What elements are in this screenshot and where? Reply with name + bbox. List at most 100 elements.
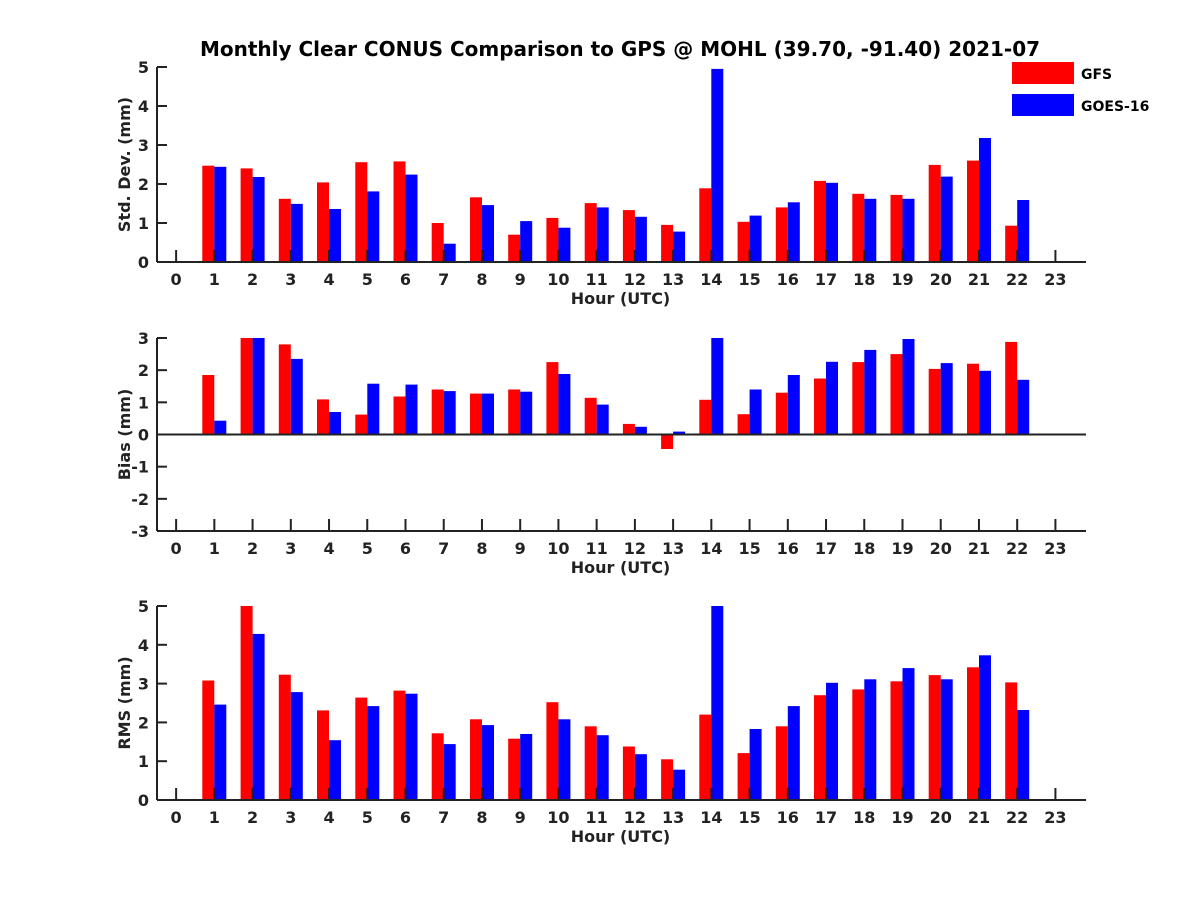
bar-goes16-hour-18 [864, 679, 877, 800]
y-tick-label: 3 [138, 136, 149, 155]
y-tick-label: 5 [138, 58, 149, 77]
bar-gfs-hour-12 [622, 746, 635, 800]
bar-goes16-hour-9 [520, 734, 533, 800]
y-tick-label: 1 [138, 752, 149, 771]
bar-gfs-hour-21 [967, 667, 979, 800]
x-tick-label: 17 [815, 270, 837, 289]
bar-gfs-hour-6 [393, 161, 406, 262]
bar-gfs-hour-5 [355, 162, 368, 262]
x-tick-label: 0 [171, 270, 182, 289]
bar-goes16-hour-13 [673, 231, 686, 262]
bar-gfs-hour-8 [470, 719, 482, 800]
x-tick-label: 23 [1044, 539, 1066, 558]
bar-goes16-hour-5 [367, 191, 380, 262]
y-tick-label: 3 [138, 675, 149, 694]
chart-title: Monthly Clear CONUS Comparison to GPS @ … [200, 37, 1040, 61]
bar-gfs-hour-5 [355, 697, 368, 800]
x-tick-label: 14 [700, 539, 722, 558]
bar-gfs-hour-20 [928, 164, 941, 262]
bar-goes16-hour-11 [596, 404, 609, 435]
bar-gfs-hour-7 [431, 223, 444, 262]
bar-goes16-hour-14 [711, 68, 724, 263]
x-tick-label: 1 [209, 270, 220, 289]
bar-gfs-hour-11 [584, 203, 597, 262]
bar-gfs-hour-3 [278, 344, 291, 435]
bar-goes16-hour-7 [443, 391, 456, 435]
bar-gfs-hour-16 [775, 726, 788, 800]
x-tick-label: 6 [400, 270, 411, 289]
bar-goes16-hour-8 [482, 393, 494, 435]
bar-goes16-hour-16 [787, 706, 800, 800]
y-tick-label: 3 [138, 329, 149, 348]
bar-goes16-hour-15 [749, 729, 762, 800]
y-tick-label: 1 [138, 393, 149, 412]
bar-gfs-hour-10 [546, 702, 559, 800]
x-tick-label: 18 [853, 808, 875, 827]
bar-goes16-hour-12 [634, 216, 647, 262]
bar-goes16-hour-7 [443, 243, 456, 262]
x-tick-label: 4 [323, 539, 334, 558]
bar-goes16-hour-2 [252, 177, 265, 262]
bar-goes16-hour-14 [711, 338, 724, 435]
x-tick-label: 11 [586, 539, 608, 558]
bar-gfs-hour-17 [814, 695, 826, 800]
x-tick-label: 19 [891, 539, 913, 558]
y-tick-label: 2 [138, 713, 149, 732]
bar-gfs-hour-15 [737, 221, 750, 262]
x-tick-label: 21 [968, 270, 990, 289]
bar-gfs-hour-21 [967, 160, 979, 262]
x-tick-label: 10 [547, 270, 569, 289]
bar-gfs-hour-5 [355, 414, 368, 435]
x-tick-label: 5 [362, 808, 373, 827]
bar-gfs-hour-21 [967, 363, 979, 435]
bar-gfs-hour-18 [852, 362, 865, 435]
x-tick-label: 13 [662, 270, 684, 289]
x-tick-label: 22 [1006, 539, 1028, 558]
x-tick-label: 4 [323, 270, 334, 289]
bar-gfs-hour-18 [852, 193, 865, 263]
bar-goes16-hour-6 [405, 174, 418, 262]
bar-goes16-hour-17 [826, 182, 838, 262]
bar-gfs-hour-4 [317, 710, 329, 800]
bar-goes16-hour-10 [558, 719, 571, 800]
bar-goes16-hour-5 [367, 383, 380, 435]
x-tick-label: 18 [853, 270, 875, 289]
x-tick-label: 8 [476, 539, 487, 558]
bar-goes16-hour-21 [979, 655, 991, 800]
bar-gfs-hour-17 [814, 180, 826, 262]
bar-goes16-hour-22 [1017, 200, 1030, 262]
x-tick-label: 23 [1044, 270, 1066, 289]
x-tick-label: 2 [247, 270, 258, 289]
bar-gfs-hour-17 [814, 378, 826, 435]
bar-goes16-hour-3 [290, 203, 303, 262]
y-tick-label: 2 [138, 175, 149, 194]
y-tick-label: 4 [138, 636, 149, 655]
bar-goes16-hour-17 [826, 682, 838, 800]
x-tick-label: 15 [738, 539, 760, 558]
legend: GFS GOES-16 [1012, 62, 1149, 116]
x-tick-label: 22 [1006, 270, 1028, 289]
x-tick-label: 20 [930, 539, 952, 558]
bar-goes16-hour-6 [405, 384, 418, 435]
bar-goes16-hour-13 [673, 769, 686, 800]
bar-goes16-hour-12 [634, 426, 647, 435]
bar-goes16-hour-11 [596, 735, 609, 800]
bar-gfs-hour-14 [699, 188, 712, 262]
bar-gfs-hour-22 [1005, 225, 1018, 262]
bar-goes16-hour-7 [443, 744, 456, 800]
bar-gfs-hour-14 [699, 399, 712, 435]
bar-goes16-hour-3 [290, 692, 303, 800]
bar-goes16-hour-13 [673, 431, 686, 435]
bar-goes16-hour-18 [864, 198, 877, 262]
bar-gfs-hour-18 [852, 689, 865, 800]
y-tick-label: 0 [138, 791, 149, 810]
y-tick-label: 0 [138, 253, 149, 272]
bar-gfs-hour-2 [240, 168, 253, 262]
y-tick-label: -3 [131, 522, 149, 541]
bar-goes16-hour-10 [558, 374, 571, 435]
bar-gfs-hour-10 [546, 362, 559, 435]
x-tick-label: 19 [891, 270, 913, 289]
